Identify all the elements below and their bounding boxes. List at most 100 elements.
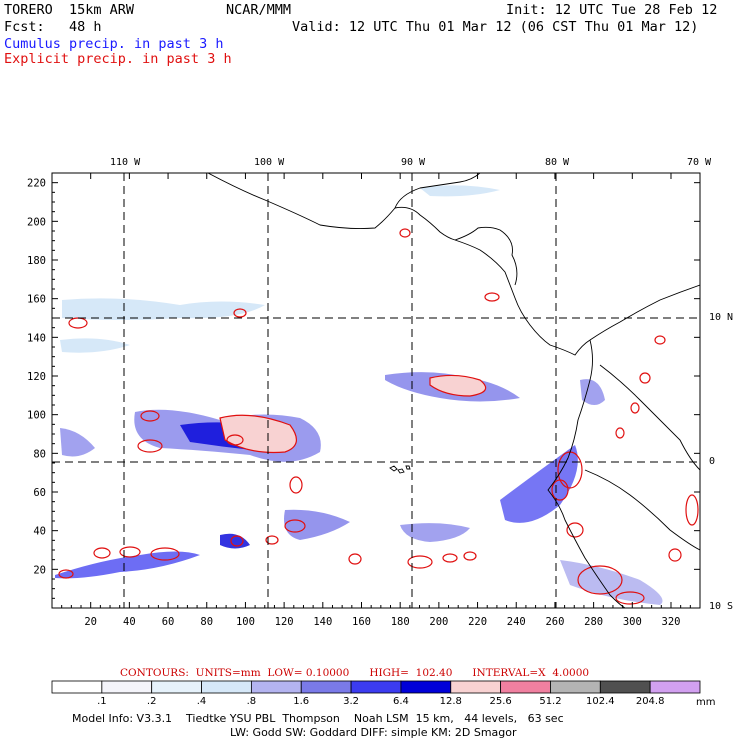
x-tick-label: 180 xyxy=(391,616,410,628)
legend-value-label: 25.6 xyxy=(489,696,511,707)
legend-unit: mm xyxy=(696,697,716,708)
explicit-contour xyxy=(442,553,458,563)
coastline-gulf xyxy=(394,173,481,209)
cumulus-precip-label: Cumulus precip. in past 3 h xyxy=(4,36,224,52)
lat-label-equator: 0 xyxy=(709,456,716,467)
legend-value-label: .4 xyxy=(197,696,207,707)
explicit-contour xyxy=(407,555,433,569)
explicit-contour xyxy=(230,535,244,547)
legend-value-label: 51.2 xyxy=(539,696,561,707)
explicit-contour xyxy=(119,546,141,558)
cumulus-area xyxy=(284,509,350,540)
legend-swatch xyxy=(400,680,452,694)
model-info-line1: Model Info: V3.3.1 Tiedtke YSU PBL Thomp… xyxy=(72,712,564,725)
axis-tick-labels: 220 200 180 160 140 120 100 80 60 40 20 20 40 60 80 100… xyxy=(27,178,680,628)
x-tick-label: 120 xyxy=(275,616,294,628)
border-peru xyxy=(584,469,700,551)
y-tick-label: 80 xyxy=(33,448,46,460)
x-tick-label: 320 xyxy=(662,616,681,628)
y-tick-label: 40 xyxy=(33,526,46,538)
x-tick-label: 280 xyxy=(584,616,603,628)
cumulus-area xyxy=(62,298,265,320)
y-tick-label: 140 xyxy=(27,332,46,344)
legend-value-label: 3.2 xyxy=(343,696,359,707)
cumulus-area xyxy=(60,428,95,457)
explicit-contour xyxy=(58,569,74,579)
explicit-contour xyxy=(399,228,411,238)
coastline-south-america-pacific xyxy=(547,339,626,608)
explicit-contour xyxy=(639,372,651,384)
y-tick-label: 120 xyxy=(27,371,46,383)
explicit-contour xyxy=(219,414,297,454)
explicit-precip-contours xyxy=(58,228,699,605)
init-time: Init: 12 UTC Tue 28 Feb 12 xyxy=(506,2,718,18)
legend-swatch xyxy=(500,680,551,694)
explicit-contour xyxy=(265,535,279,545)
valid-time: Valid: 12 UTC Thu 01 Mar 12 (06 CST Thu … xyxy=(292,19,699,35)
lon-label-90w: 90 W xyxy=(401,157,426,168)
y-tick-label: 180 xyxy=(27,255,46,267)
lon-label-70w: 70 W xyxy=(687,157,712,168)
cumulus-area xyxy=(400,523,470,542)
y-tick-label: 220 xyxy=(27,178,46,190)
x-tick-label: 200 xyxy=(429,616,448,628)
galapagos-islands xyxy=(389,465,411,474)
explicit-contour xyxy=(551,479,569,501)
explicit-contour xyxy=(233,308,247,318)
legend-swatch xyxy=(250,680,302,694)
coastline-south-america-north xyxy=(589,284,700,341)
explicit-contour xyxy=(654,335,666,345)
explicit-contour xyxy=(484,292,500,302)
legend-value-label: 6.4 xyxy=(393,696,409,707)
x-tick-label: 300 xyxy=(623,616,642,628)
x-tick-label: 220 xyxy=(468,616,487,628)
x-tick-label: 160 xyxy=(352,616,371,628)
explicit-contour xyxy=(630,402,640,414)
explicit-contour xyxy=(348,553,362,565)
cumulus-area xyxy=(220,533,250,549)
coastline-caribbean xyxy=(454,226,518,286)
y-tick-label: 100 xyxy=(27,410,46,422)
legend-swatch xyxy=(300,680,352,694)
explicit-contour xyxy=(226,434,244,446)
legend-value-label: 1.6 xyxy=(293,696,309,707)
explicit-contour xyxy=(577,565,623,595)
explicit-contour xyxy=(289,476,303,494)
explicit-contour xyxy=(429,374,487,397)
x-tick-label: 60 xyxy=(162,616,175,628)
org-name: NCAR/MMM xyxy=(226,2,292,18)
cumulus-area xyxy=(55,551,200,579)
legend-value-label: .2 xyxy=(147,696,157,707)
explicit-contour xyxy=(284,519,306,533)
legend-value-label: 12.8 xyxy=(440,696,462,707)
legend-value-label: .8 xyxy=(247,696,257,707)
legend-swatch xyxy=(201,680,252,694)
x-tick-label: 40 xyxy=(123,616,136,628)
legend-value-label: 204.8 xyxy=(636,696,665,707)
model-info-line2: LW: Godd SW: Goddard DIFF: simple KM: 2D… xyxy=(230,726,517,739)
legend-swatch xyxy=(599,680,651,694)
x-tick-label: 80 xyxy=(200,616,213,628)
legend-swatch xyxy=(101,680,153,694)
y-tick-label: 20 xyxy=(33,564,46,576)
x-tick-label: 140 xyxy=(313,616,332,628)
map-frame xyxy=(51,172,701,609)
y-tick-label: 160 xyxy=(27,294,46,306)
coastlines xyxy=(207,173,700,608)
explicit-contour xyxy=(137,439,163,453)
forecast-hour: Fcst: 48 h xyxy=(4,19,102,35)
legend-swatch xyxy=(151,680,202,694)
explicit-contour xyxy=(615,591,645,605)
legend-title: CONTOURS: UNITS=mm LOW= 0.10000 HIGH= 10… xyxy=(120,667,590,679)
cumulus-area xyxy=(560,560,663,605)
explicit-contour xyxy=(150,547,180,561)
explicit-contour xyxy=(93,547,111,559)
explicit-precip-label: Explicit precip. in past 3 h xyxy=(4,51,232,67)
lat-label-10n: 10 N xyxy=(709,312,734,323)
explicit-contour xyxy=(668,548,682,562)
lon-label-100w: 100 W xyxy=(254,157,285,168)
legend-value-label: 102.4 xyxy=(586,696,615,707)
explicit-contour xyxy=(566,522,584,538)
